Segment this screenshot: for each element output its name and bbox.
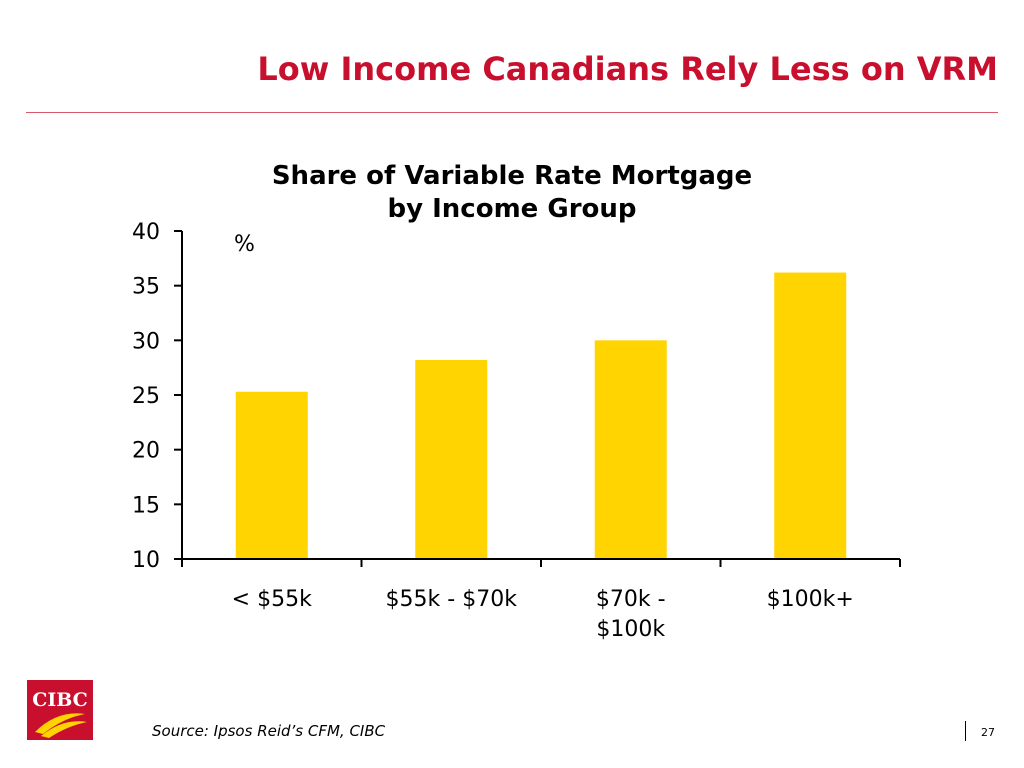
page-separator bbox=[965, 721, 966, 741]
cibc-logo: CIBC bbox=[27, 680, 93, 740]
x-category-label-1: < $55k bbox=[232, 587, 312, 612]
bar-2 bbox=[415, 360, 488, 559]
y-axis-unit-label: % bbox=[234, 232, 255, 257]
x-category-label-2: $55k - $70k bbox=[386, 587, 518, 612]
chart-title-line-2: by Income Group bbox=[387, 194, 637, 224]
source-note: Source: Ipsos Reid’s CFM, CIBC bbox=[152, 722, 386, 740]
chart-title: Share of Variable Rate Mortgage by Incom… bbox=[200, 160, 824, 226]
chart-title-line-1: Share of Variable Rate Mortgage bbox=[271, 161, 753, 191]
x-category-label-4: $100k+ bbox=[767, 587, 854, 612]
y-tick-label-10: 10 bbox=[132, 548, 160, 573]
page-number: 27 bbox=[981, 726, 995, 739]
title-divider bbox=[26, 112, 998, 113]
slide-title: Low Income Canadians Rely Less on VRM bbox=[257, 50, 998, 88]
bar-3 bbox=[594, 340, 667, 559]
bar-chart: 10 15 20 25 30 35 40 % < $55k $55k - $70k $70k - $1… bbox=[132, 220, 901, 642]
y-tick-label-30: 30 bbox=[132, 329, 160, 354]
x-category-label-3-line-1: $70k - bbox=[596, 587, 666, 612]
y-tick-label-20: 20 bbox=[132, 439, 160, 464]
y-tick-label-40: 40 bbox=[132, 220, 160, 245]
y-tick-label-15: 15 bbox=[132, 493, 160, 518]
x-category-label-3-line-2: $100k bbox=[596, 617, 665, 642]
bar-1 bbox=[235, 391, 308, 559]
y-tick-label-35: 35 bbox=[132, 275, 160, 300]
y-tick-label-25: 25 bbox=[132, 384, 160, 409]
bar-4 bbox=[774, 272, 847, 559]
cibc-logo-text: CIBC bbox=[32, 689, 88, 711]
